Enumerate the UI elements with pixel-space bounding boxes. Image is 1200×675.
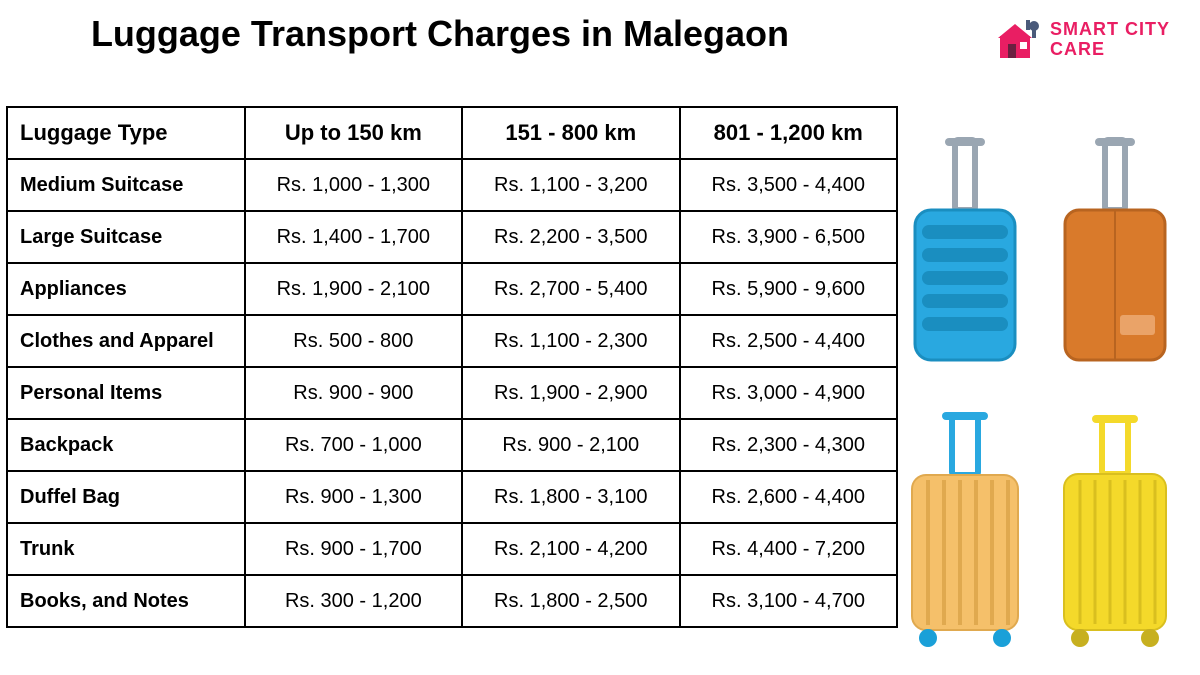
price-cell: Rs. 900 - 2,100 bbox=[462, 419, 679, 471]
table-row: Books, and NotesRs. 300 - 1,200Rs. 1,800… bbox=[7, 575, 897, 627]
price-cell: Rs. 3,900 - 6,500 bbox=[680, 211, 898, 263]
page-title: Luggage Transport Charges in Malegaon bbox=[60, 0, 820, 63]
price-cell: Rs. 1,000 - 1,300 bbox=[245, 159, 462, 211]
price-cell: Rs. 1,800 - 3,100 bbox=[462, 471, 679, 523]
row-label: Backpack bbox=[7, 419, 245, 471]
price-cell: Rs. 3,100 - 4,700 bbox=[680, 575, 898, 627]
luggage-illustrations bbox=[900, 130, 1180, 650]
price-cell: Rs. 1,400 - 1,700 bbox=[245, 211, 462, 263]
brand-logo: SMART CITY CARE bbox=[994, 18, 1170, 62]
price-cell: Rs. 1,100 - 2,300 bbox=[462, 315, 679, 367]
price-cell: Rs. 1,100 - 3,200 bbox=[462, 159, 679, 211]
table-row: Personal ItemsRs. 900 - 900Rs. 1,900 - 2… bbox=[7, 367, 897, 419]
col-luggage-type: Luggage Type bbox=[7, 107, 245, 159]
charges-table-container: Luggage Type Up to 150 km 151 - 800 km 8… bbox=[6, 106, 898, 628]
suitcase-icon bbox=[1050, 130, 1180, 370]
col-151-800: 151 - 800 km bbox=[462, 107, 679, 159]
price-cell: Rs. 4,400 - 7,200 bbox=[680, 523, 898, 575]
price-cell: Rs. 700 - 1,000 bbox=[245, 419, 462, 471]
suitcase-icon bbox=[900, 410, 1030, 650]
table-row: BackpackRs. 700 - 1,000Rs. 900 - 2,100Rs… bbox=[7, 419, 897, 471]
row-label: Duffel Bag bbox=[7, 471, 245, 523]
row-label: Medium Suitcase bbox=[7, 159, 245, 211]
price-cell: Rs. 2,600 - 4,400 bbox=[680, 471, 898, 523]
price-cell: Rs. 1,900 - 2,900 bbox=[462, 367, 679, 419]
price-cell: Rs. 2,200 - 3,500 bbox=[462, 211, 679, 263]
suitcase-icon bbox=[1050, 410, 1180, 650]
table-row: Large SuitcaseRs. 1,400 - 1,700Rs. 2,200… bbox=[7, 211, 897, 263]
price-cell: Rs. 1,900 - 2,100 bbox=[245, 263, 462, 315]
price-cell: Rs. 300 - 1,200 bbox=[245, 575, 462, 627]
table-row: TrunkRs. 900 - 1,700Rs. 2,100 - 4,200Rs.… bbox=[7, 523, 897, 575]
row-label: Trunk bbox=[7, 523, 245, 575]
price-cell: Rs. 2,100 - 4,200 bbox=[462, 523, 679, 575]
row-label: Books, and Notes bbox=[7, 575, 245, 627]
price-cell: Rs. 3,500 - 4,400 bbox=[680, 159, 898, 211]
col-upto-150: Up to 150 km bbox=[245, 107, 462, 159]
house-icon bbox=[994, 18, 1042, 62]
table-row: Clothes and ApparelRs. 500 - 800Rs. 1,10… bbox=[7, 315, 897, 367]
price-cell: Rs. 2,300 - 4,300 bbox=[680, 419, 898, 471]
row-label: Clothes and Apparel bbox=[7, 315, 245, 367]
row-label: Personal Items bbox=[7, 367, 245, 419]
price-cell: Rs. 900 - 900 bbox=[245, 367, 462, 419]
price-cell: Rs. 1,800 - 2,500 bbox=[462, 575, 679, 627]
price-cell: Rs. 500 - 800 bbox=[245, 315, 462, 367]
price-cell: Rs. 900 - 1,700 bbox=[245, 523, 462, 575]
charges-table: Luggage Type Up to 150 km 151 - 800 km 8… bbox=[6, 106, 898, 628]
price-cell: Rs. 2,700 - 5,400 bbox=[462, 263, 679, 315]
table-row: AppliancesRs. 1,900 - 2,100Rs. 2,700 - 5… bbox=[7, 263, 897, 315]
row-label: Large Suitcase bbox=[7, 211, 245, 263]
brand-text: SMART CITY CARE bbox=[1050, 20, 1170, 60]
price-cell: Rs. 5,900 - 9,600 bbox=[680, 263, 898, 315]
table-header-row: Luggage Type Up to 150 km 151 - 800 km 8… bbox=[7, 107, 897, 159]
price-cell: Rs. 900 - 1,300 bbox=[245, 471, 462, 523]
price-cell: Rs. 2,500 - 4,400 bbox=[680, 315, 898, 367]
col-801-1200: 801 - 1,200 km bbox=[680, 107, 898, 159]
price-cell: Rs. 3,000 - 4,900 bbox=[680, 367, 898, 419]
table-row: Medium SuitcaseRs. 1,000 - 1,300Rs. 1,10… bbox=[7, 159, 897, 211]
suitcase-icon bbox=[900, 130, 1030, 370]
table-row: Duffel BagRs. 900 - 1,300Rs. 1,800 - 3,1… bbox=[7, 471, 897, 523]
row-label: Appliances bbox=[7, 263, 245, 315]
